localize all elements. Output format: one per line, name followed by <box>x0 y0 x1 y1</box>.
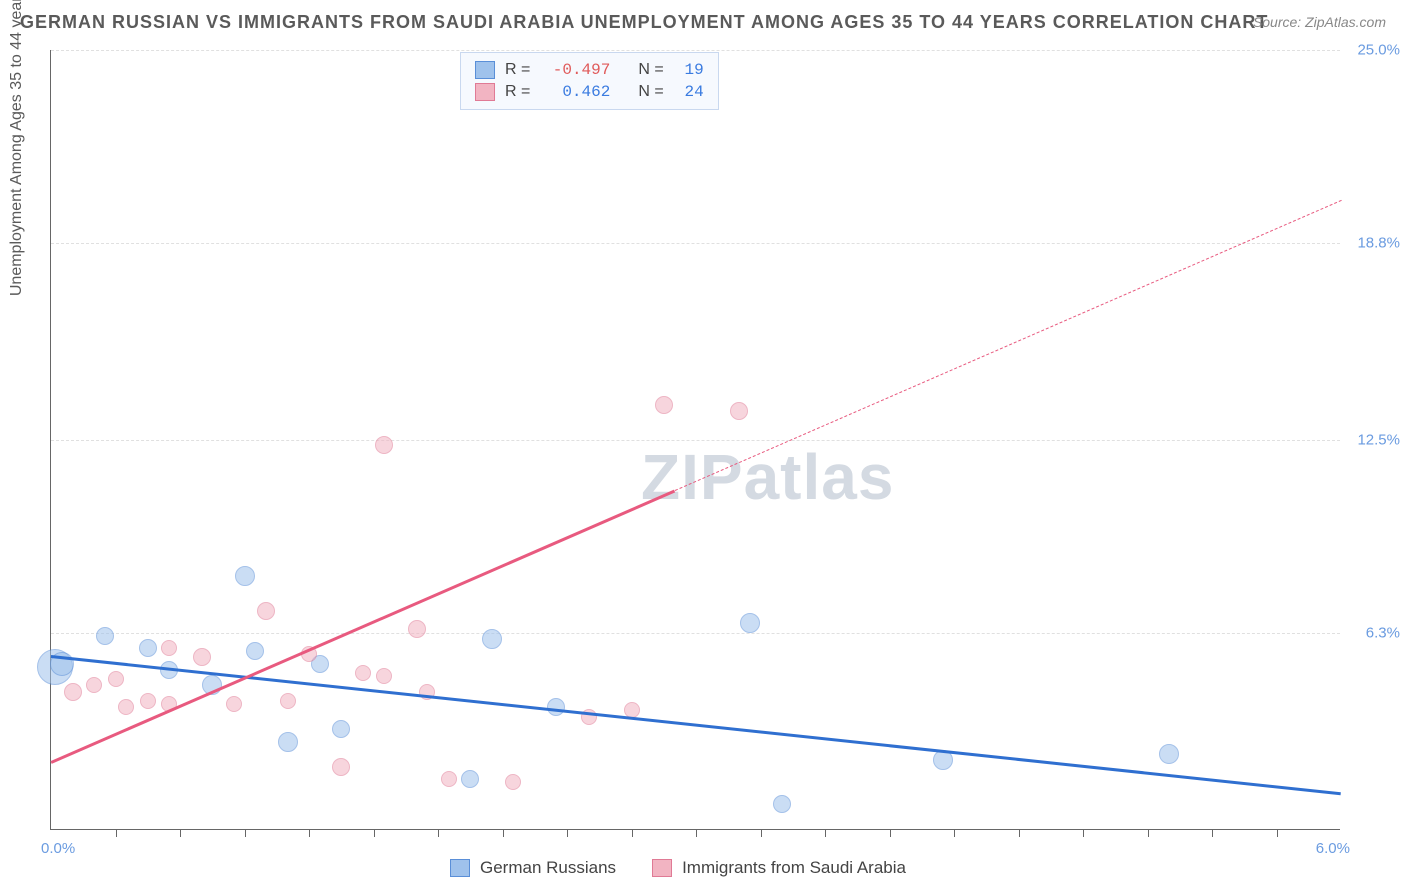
legend-series-label: Immigrants from Saudi Arabia <box>682 858 906 878</box>
x-tick <box>696 829 697 837</box>
data-point <box>773 795 791 813</box>
data-point <box>933 750 953 770</box>
data-point <box>246 642 264 660</box>
data-point <box>355 665 371 681</box>
x-tick <box>954 829 955 837</box>
r-value: -0.497 <box>540 61 610 79</box>
x-tick <box>632 829 633 837</box>
y-tick-label: 12.5% <box>1357 432 1400 449</box>
chart-title: GERMAN RUSSIAN VS IMMIGRANTS FROM SAUDI … <box>20 12 1268 33</box>
source-attribution: Source: ZipAtlas.com <box>1253 14 1386 30</box>
data-point <box>740 613 760 633</box>
watermark: ZIPatlas <box>641 440 894 514</box>
legend-series-label: German Russians <box>480 858 616 878</box>
x-tick <box>374 829 375 837</box>
x-tick <box>309 829 310 837</box>
data-point <box>140 693 156 709</box>
correlation-legend: R = -0.497 N = 19 R = 0.462 N = 24 <box>460 52 719 110</box>
data-point <box>332 758 350 776</box>
data-point <box>193 648 211 666</box>
x-tick <box>1277 829 1278 837</box>
data-point <box>441 771 457 787</box>
data-point <box>278 732 298 752</box>
y-tick-label: 25.0% <box>1357 42 1400 59</box>
data-point <box>408 620 426 638</box>
data-point <box>257 602 275 620</box>
data-point <box>96 627 114 645</box>
data-point <box>64 683 82 701</box>
legend-swatch <box>475 61 495 79</box>
x-tick <box>438 829 439 837</box>
data-point <box>1159 744 1179 764</box>
data-point <box>505 774 521 790</box>
n-value: 19 <box>674 61 704 79</box>
x-tick-label-min: 0.0% <box>41 840 75 857</box>
y-tick-label: 18.8% <box>1357 235 1400 252</box>
series-legend: German Russians Immigrants from Saudi Ara… <box>450 858 906 878</box>
x-tick <box>890 829 891 837</box>
y-tick-label: 6.3% <box>1366 625 1400 642</box>
data-point <box>730 402 748 420</box>
data-point <box>280 693 296 709</box>
legend-swatch <box>652 859 672 877</box>
x-tick <box>567 829 568 837</box>
gridline-horizontal <box>51 633 1340 634</box>
gridline-horizontal <box>51 440 1340 441</box>
r-label: R = <box>505 83 530 101</box>
data-point <box>461 770 479 788</box>
n-value: 24 <box>674 83 704 101</box>
gridline-horizontal <box>51 50 1340 51</box>
watermark-rest: atlas <box>744 441 895 513</box>
data-point <box>482 629 502 649</box>
x-tick <box>1212 829 1213 837</box>
r-value: 0.462 <box>540 83 610 101</box>
data-point <box>118 699 134 715</box>
x-tick <box>116 829 117 837</box>
legend-swatch <box>450 859 470 877</box>
legend-series-item: Immigrants from Saudi Arabia <box>652 858 906 878</box>
data-point <box>139 639 157 657</box>
x-tick <box>1019 829 1020 837</box>
data-point <box>226 696 242 712</box>
data-point <box>332 720 350 738</box>
trendline <box>51 490 675 764</box>
scatter-plot-area: ZIPatlas 6.3%12.5%18.8%25.0%0.0%6.0% <box>50 50 1340 830</box>
watermark-bold: ZIP <box>641 441 744 513</box>
legend-stat-row: R = 0.462 N = 24 <box>475 81 704 103</box>
data-point <box>376 668 392 684</box>
x-tick <box>761 829 762 837</box>
n-label: N = <box>638 61 663 79</box>
x-tick <box>245 829 246 837</box>
data-point <box>655 396 673 414</box>
x-tick <box>1148 829 1149 837</box>
legend-stat-row: R = -0.497 N = 19 <box>475 59 704 81</box>
legend-swatch <box>475 83 495 101</box>
x-tick <box>180 829 181 837</box>
x-tick <box>825 829 826 837</box>
y-axis-label: Unemployment Among Ages 35 to 44 years <box>8 0 26 296</box>
data-point <box>108 671 124 687</box>
data-point <box>235 566 255 586</box>
gridline-horizontal <box>51 243 1340 244</box>
x-tick <box>1083 829 1084 837</box>
legend-series-item: German Russians <box>450 858 616 878</box>
r-label: R = <box>505 61 530 79</box>
data-point <box>161 640 177 656</box>
data-point <box>375 436 393 454</box>
data-point <box>86 677 102 693</box>
n-label: N = <box>638 83 663 101</box>
x-tick <box>503 829 504 837</box>
x-tick-label-max: 6.0% <box>1316 840 1350 857</box>
